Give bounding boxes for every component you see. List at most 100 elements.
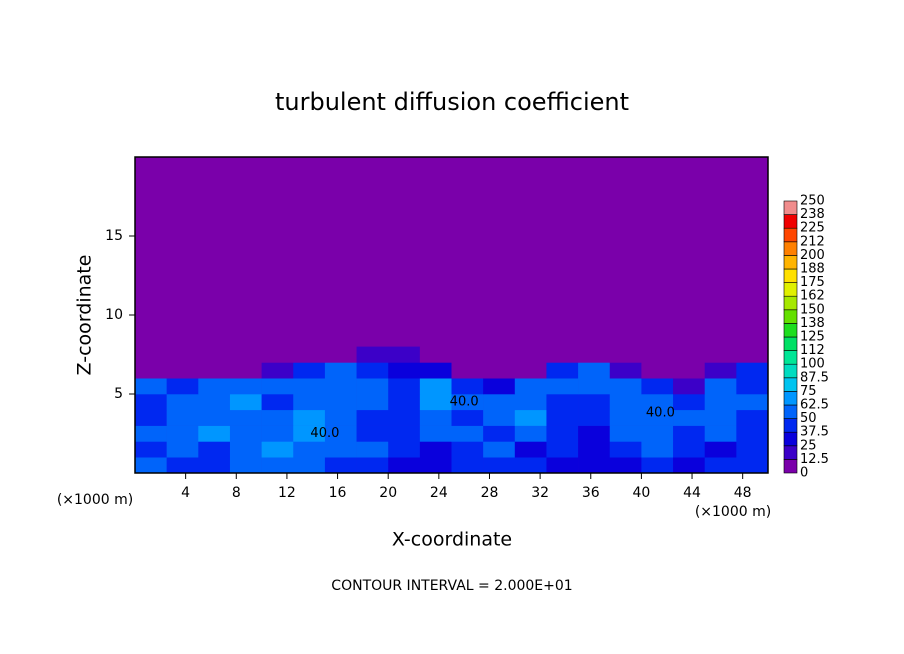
heat-cell [704,378,737,395]
colorbar-swatch [783,431,798,447]
heat-cell [324,346,357,363]
colorbar-label: 75 [800,384,817,399]
heat-cell [546,457,579,474]
x-tick-label: 36 [582,485,600,501]
heat-cell [483,409,516,426]
heat-cell [261,378,294,395]
y-tick-label: 10 [105,307,123,323]
heat-cell [229,346,262,363]
x-tick-label: 28 [481,485,499,501]
y-tick-label: 15 [105,228,123,244]
heat-cell [578,362,611,379]
heat-cell [451,346,484,363]
heat-cell [736,346,769,363]
heat-cell [135,409,167,426]
x-tick-label: 8 [232,485,241,501]
heat-cell [578,378,611,395]
heat-cell [261,441,294,458]
heat-cell [451,425,484,442]
x-tick-label: 44 [683,485,701,501]
colorbar-label: 12.5 [800,452,829,467]
heat-cell [356,378,389,395]
heat-cell [514,457,547,474]
colorbar-label: 250 [800,194,825,209]
heat-cell [166,362,199,379]
heat-cell [704,362,737,379]
heat-cell [324,457,357,474]
colorbar-swatch [783,268,798,283]
heat-cell [166,457,199,474]
heat-cell [198,362,231,379]
heat-cell [578,425,611,442]
x-tick-label: 20 [379,485,397,501]
heat-cell [419,457,452,474]
x-tick-label: 4 [181,485,190,501]
colorbar-swatch [783,377,798,392]
heat-cell [198,441,231,458]
colorbar-label: 25 [800,438,817,453]
x-axis-label: X-coordinate [392,529,512,551]
colorbar-swatch [783,200,798,215]
heat-cell [451,441,484,458]
contour-label: 40.0 [310,426,339,441]
heat-cell [609,394,642,411]
contour-label: 40.0 [450,394,479,409]
heat-cell [673,394,705,411]
heat-cell [261,362,294,379]
colorbar-label: 0 [800,466,808,481]
heat-cell [514,362,547,379]
heat-cell [166,409,199,426]
heat-cell [514,394,547,411]
colorbar-label: 175 [800,275,825,290]
heat-cell [198,378,231,395]
heat-cell [419,441,452,458]
heat-cell [135,457,167,474]
heat-cell [293,457,326,474]
heat-cell [388,425,421,442]
heat-cell [609,425,642,442]
heat-cell [419,409,452,426]
heat-cell [261,425,294,442]
heat-cell [166,394,199,411]
heat-cell [673,409,705,426]
heat-cell [451,409,484,426]
x-tick-label: 32 [531,485,549,501]
colorbar-label: 125 [800,330,825,345]
heat-cell [641,362,674,379]
heat-cell [419,362,452,379]
colorbar-label: 138 [800,316,825,331]
heat-cell [388,378,421,395]
heat-cell [609,362,642,379]
heat-cell [704,441,737,458]
colorbar-label: 225 [800,221,825,236]
heat-cell [704,394,737,411]
heat-cell [135,425,167,442]
heat-cell [166,441,199,458]
x-tick-label: 24 [430,485,448,501]
heat-cell [356,441,389,458]
heat-cell [135,362,167,379]
colorbar-label: 150 [800,302,825,317]
heat-cell [451,457,484,474]
colorbar-swatch [783,459,798,474]
heat-cell [609,378,642,395]
contour-label: 40.0 [646,405,675,420]
heat-cell [514,441,547,458]
heat-cell [135,441,167,458]
heat-cell [483,378,516,395]
colorbar-label: 238 [800,207,825,222]
colorbar-swatch [783,445,798,460]
heat-cell [673,457,705,474]
colorbar-swatch [783,241,798,256]
x-tick-label: 12 [278,485,296,501]
heat-cell [293,362,326,379]
colorbar-label: 50 [800,411,817,426]
colorbar-label: 37.5 [800,425,829,440]
colorbar-swatch [783,391,798,406]
heat-cell [293,425,326,442]
heat-cell [578,441,611,458]
heat-cell [673,362,705,379]
heat-cell [483,457,516,474]
heat-cell [356,394,389,411]
heat-cell [641,378,674,395]
